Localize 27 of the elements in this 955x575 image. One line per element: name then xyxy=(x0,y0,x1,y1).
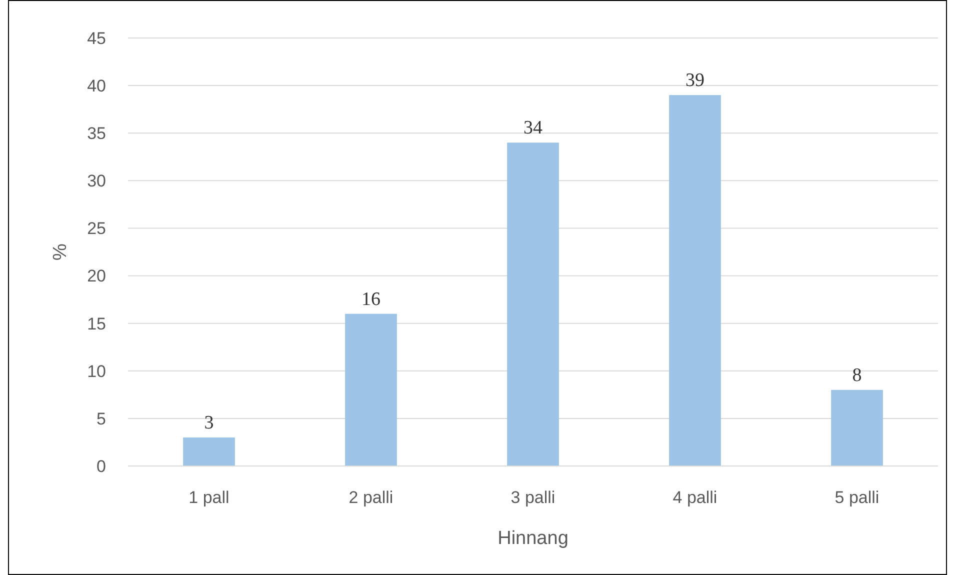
y-tick-label: 10 xyxy=(87,362,106,381)
y-axis-title: % xyxy=(50,243,71,260)
y-tick-label: 30 xyxy=(87,172,106,191)
y-tick-label: 20 xyxy=(87,266,106,286)
x-tick-label: 5 palli xyxy=(834,488,880,507)
bar xyxy=(183,437,235,466)
y-tick-label: 35 xyxy=(87,124,106,144)
y-tick-label: 5 xyxy=(96,409,106,428)
x-tick-label: 2 palli xyxy=(348,488,394,507)
y-tick-label: 45 xyxy=(87,28,106,48)
y-tick-label: 15 xyxy=(87,314,106,334)
x-tick-label: 4 palli xyxy=(672,488,718,507)
data-label: 34 xyxy=(524,118,543,139)
bar xyxy=(831,390,883,466)
x-tick-label: 3 palli xyxy=(510,488,556,507)
x-axis-title: Hinnang xyxy=(498,528,568,549)
y-tick-label: 0 xyxy=(96,456,106,476)
data-label: 39 xyxy=(686,70,704,92)
data-label: 16 xyxy=(362,288,380,310)
bar xyxy=(669,95,721,466)
bar xyxy=(345,314,397,466)
x-tick-label: 1 pall xyxy=(188,488,230,507)
bar xyxy=(507,142,559,466)
data-label: 3 xyxy=(204,412,214,434)
data-label: 8 xyxy=(852,364,862,386)
y-tick-label: 40 xyxy=(87,76,106,96)
y-tick-label: 25 xyxy=(87,219,106,238)
